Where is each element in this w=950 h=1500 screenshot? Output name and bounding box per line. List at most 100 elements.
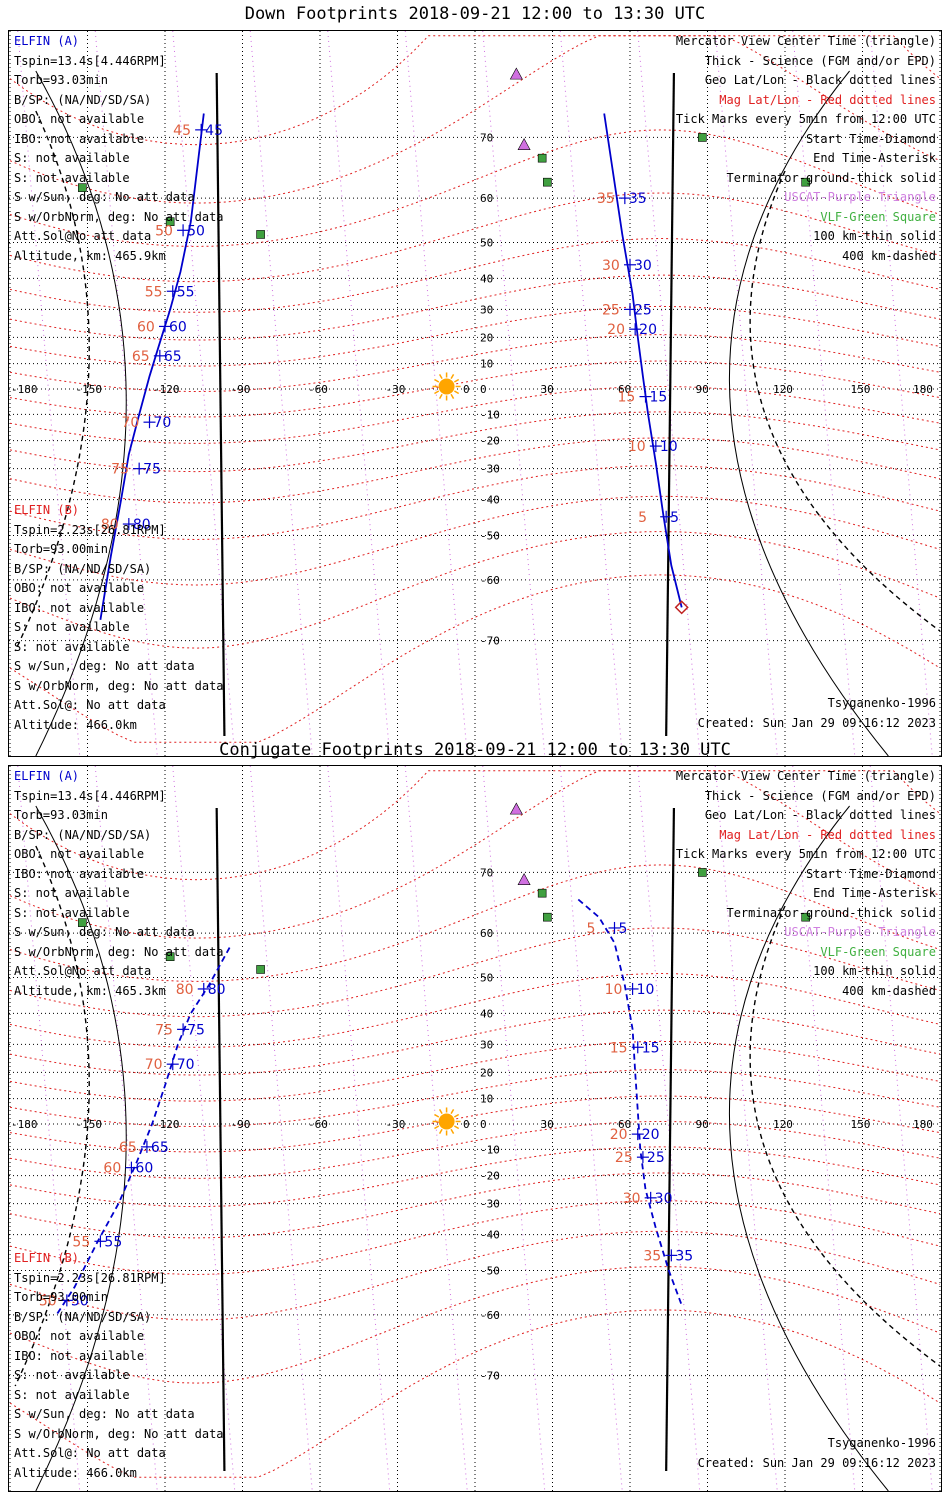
lat-tick-label: -20 [480,1170,500,1183]
lat-tick-label: -10 [480,1143,500,1156]
legend-item: Mercator View Center Time (triangle) [675,769,936,783]
footprint-track [577,898,683,1306]
mag-lat-line [9,237,941,313]
lon-tick-label: 90 [696,383,709,396]
tick-label-blue: 10 [637,982,655,998]
lon-tick-label: -180 [11,1118,38,1131]
lon-tick-label: 60 [618,1118,631,1131]
lon-tick-label: -120 [153,383,180,396]
lat-tick-label: 20 [480,331,493,344]
lat-tick-label: -40 [480,494,500,507]
altitude-100km-arc [729,70,889,756]
tick-label-red: 35 [597,191,615,207]
lon-tick-label: 0 [463,383,470,396]
lat-tick-label: 60 [480,192,493,205]
terminator-line [665,807,676,1472]
sun-ray [438,393,443,399]
created-timestamp: Created: Sun Jan 29 09:16:12 2023 [697,1456,936,1470]
mag-lat-line [9,495,941,586]
info-line: S: not available [14,905,130,920]
legend-item: Geo Lat/Lon - Black dotted lines [704,73,936,87]
mag-lat-line [9,1120,941,1179]
lat-tick-label: 0 [480,1118,487,1131]
tick-label-red: 30 [602,258,620,274]
vlf-square-icon [537,888,547,898]
start-diamond-icon [674,600,689,615]
lat-tick-label: 50 [480,971,493,984]
lat-tick-label: -60 [480,574,500,587]
mag-lat-line [9,1069,941,1128]
mag-lat-line [9,465,941,541]
tick-label-red: 20 [610,1127,628,1143]
lat-tick-label: -50 [480,1265,500,1278]
mag-lon-line [249,766,313,1491]
legend-item: Mag Lat/Lon - Red dotted lines [719,92,936,107]
mag-lat-line [9,1230,941,1321]
lon-tick-label: 120 [773,383,793,396]
tick-label-blue: 45 [205,123,223,139]
model-label: Tsyganenko-1996 [827,696,936,710]
legend-item: Tick Marks every 5min from 12:00 UTC [675,112,936,126]
tick-label-blue: 65 [164,349,182,365]
altitude-100km-arc [729,805,889,1491]
lon-tick-label: -90 [231,1118,251,1131]
mag-lat-line [9,574,941,743]
vlf-square-icon [537,153,547,163]
info-line: Torb=93.03min [14,73,108,87]
tick-label-red: 15 [618,390,636,406]
vlf-square-icon [801,177,810,187]
sun-ray [450,393,455,399]
vlf-square-icon [165,952,175,961]
elfin-a-info: ELFIN (A) Tspin=13.4s[4.446RPM] Torb=93.… [14,32,224,266]
vlf-square-icon [698,133,707,142]
info-line: S w/OrbNorm, deg: No att data [14,944,224,959]
vlf-square-icon [78,183,87,192]
tick-label-red: 55 [72,1234,90,1250]
tick-label-red: 45 [173,123,191,139]
vlf-square-icon [801,912,810,922]
lat-tick-label: -50 [480,530,500,543]
sun-ray [438,373,443,380]
sun-ray [450,1108,455,1115]
mag-lat-line [9,305,941,367]
lon-tick-label: 180 [913,1118,933,1131]
map-panel-conjugate: 70 60 50 40 30 20 10 0 -10 -20 -30 -40 -50 -60 -70 -180… [8,765,942,1492]
tick-label-blue: 5 [619,921,628,937]
sun-ray [454,378,460,383]
mag-lat-line [9,360,941,418]
lon-tick-label: 60 [618,383,631,396]
panel-title: Down Footprints 2018-09-21 12:00 to 13:3… [244,4,706,24]
info-line: S w/OrbNorm, deg: No att data [14,1426,224,1441]
mag-lon-line [249,31,313,756]
lon-tick-label: -150 [76,383,103,396]
elfin-a-label: ELFIN (A) [14,769,80,783]
info-line: OBO: not available [14,112,145,126]
lon-tick-label: 90 [696,1118,709,1131]
lat-tick-label: 60 [480,927,493,940]
info-line: Tspin=2.23s[26.81RPM] [14,1270,166,1285]
mag-lat-line [9,35,941,146]
lon-tick-label: -60 [308,1118,328,1131]
legend-item: 400 km-dashed [842,983,936,998]
legend-item: VLF-Green Square [820,944,936,959]
tick-label-red: 5 [587,921,596,937]
altitude-100km-arc [35,805,127,1491]
sun-icon [438,378,455,395]
legend-item: 100 km-thin solid [813,229,936,243]
lon-tick-label: 150 [851,1118,871,1131]
lat-tick-label: 0 [480,383,487,396]
tick-label-red: 80 [176,982,194,998]
legend-item: Terminator-ground-thick solid [726,905,936,920]
info-line: Att.Sol@No att data [14,229,152,243]
tick-label-blue: 15 [642,1040,660,1056]
tick-label-blue: 25 [647,1150,665,1166]
tick-label-red: 75 [111,462,129,478]
created-timestamp: Created: Sun Jan 29 09:16:12 2023 [697,716,936,730]
info-line: Altitude, km: 465.3km [14,983,166,998]
info-line: B/SP: (NA/ND/SD/SA) [14,561,152,576]
legend-item: Geo Lat/Lon - Black dotted lines [704,808,936,822]
mag-lat-line [9,334,941,393]
mag-lon-line [327,766,391,1491]
tick-label-red: 60 [137,319,155,335]
vlf-square-icon [698,868,707,877]
